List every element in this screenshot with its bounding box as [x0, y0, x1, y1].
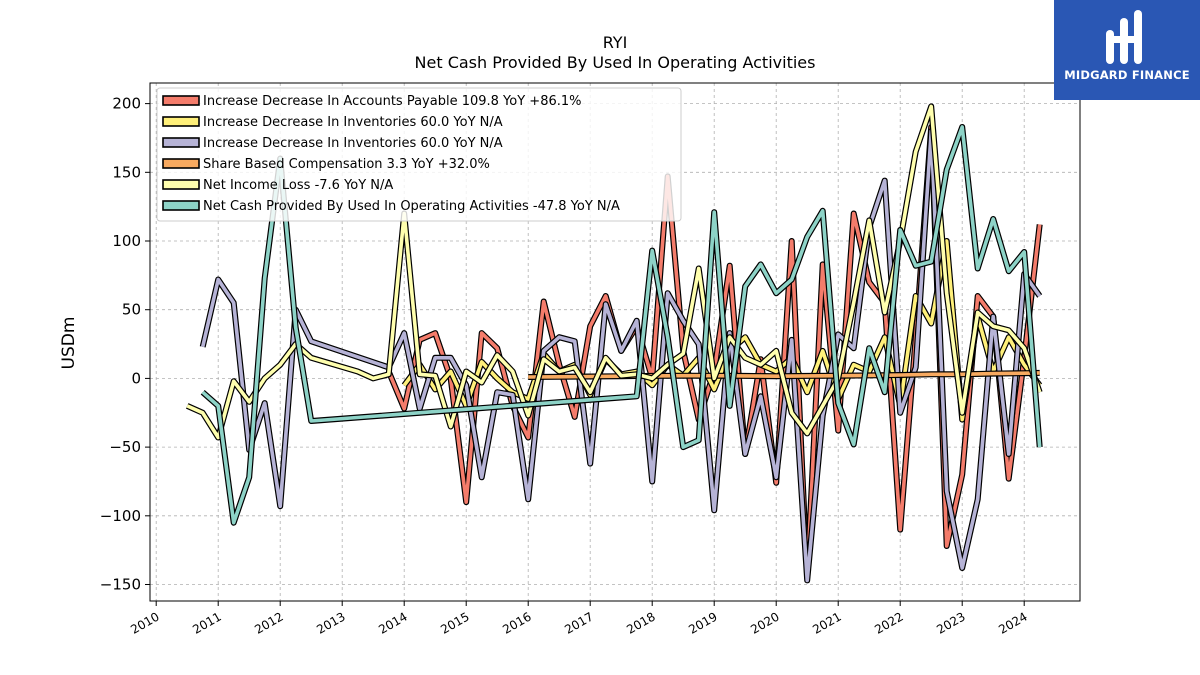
legend-label: Share Based Compensation 3.3 YoY +32.0% — [203, 157, 490, 172]
series-line — [402, 239, 1042, 422]
x-tick-label: 2011 — [190, 609, 223, 636]
x-tick-label: 2023 — [934, 609, 967, 636]
brand-logo: MIDGARD FINANCE — [1054, 0, 1200, 100]
legend-swatch — [162, 116, 200, 127]
y-tick-label: 150 — [112, 163, 141, 181]
x-tick-label: 2010 — [128, 609, 161, 636]
legend-box — [156, 87, 682, 222]
series-2 — [401, 238, 1043, 423]
y-tick-label: −100 — [100, 507, 141, 525]
y-tick-label: −50 — [109, 438, 141, 456]
x-tick-label: 2013 — [314, 609, 347, 636]
x-tick-label: 2024 — [996, 609, 1029, 636]
series-3 — [199, 128, 1043, 584]
x-tick-label: 2012 — [252, 609, 285, 636]
legend-swatch — [162, 95, 200, 106]
legend-label: Increase Decrease In Inventories 60.0 Yo… — [203, 115, 503, 130]
x-tick-label: 2015 — [438, 609, 471, 636]
y-tick-label: 200 — [112, 95, 141, 113]
series-6 — [200, 124, 1043, 526]
legend-label: Net Income Loss -7.6 YoY N/A — [203, 178, 393, 193]
legend-swatch — [162, 137, 200, 148]
legend-label: Net Cash Provided By Used In Operating A… — [203, 199, 620, 214]
series-line — [200, 129, 1042, 583]
legend-label: Increase Decrease In Inventories 60.0 Yo… — [203, 136, 503, 151]
x-tick-label: 2019 — [686, 609, 719, 636]
x-tick-label: 2021 — [810, 609, 843, 636]
legend: Increase Decrease In Accounts Payable 10… — [156, 87, 682, 222]
legend-swatch — [162, 200, 200, 211]
y-tick-label: 50 — [122, 301, 141, 319]
plot-frame — [149, 82, 1081, 602]
x-tick-label: 2020 — [748, 609, 781, 636]
series-5 — [185, 103, 1043, 441]
chart-title: RYI — [603, 33, 628, 52]
y-tick-label: 100 — [112, 232, 141, 250]
series-line — [186, 104, 1042, 440]
y-tick-label: −150 — [100, 576, 141, 594]
y-axis-label: USDm — [59, 317, 79, 370]
chart-subtitle: Net Cash Provided By Used In Operating A… — [415, 53, 816, 72]
logo-text: MIDGARD FINANCE — [1064, 68, 1190, 82]
y-tick-label: 0 — [131, 369, 141, 387]
x-tick-label: 2018 — [624, 609, 657, 636]
x-tick-label: 2014 — [376, 609, 409, 636]
x-tick-label: 2022 — [872, 609, 905, 636]
x-tick-label: 2017 — [562, 609, 595, 636]
series-group — [185, 103, 1043, 584]
legend-swatch — [162, 179, 200, 190]
logo-mark-icon — [1106, 10, 1142, 64]
x-tick-label: 2016 — [500, 609, 533, 636]
series-line — [201, 125, 1042, 525]
legend-label: Increase Decrease In Accounts Payable 10… — [203, 94, 582, 109]
legend-swatch — [162, 158, 200, 169]
